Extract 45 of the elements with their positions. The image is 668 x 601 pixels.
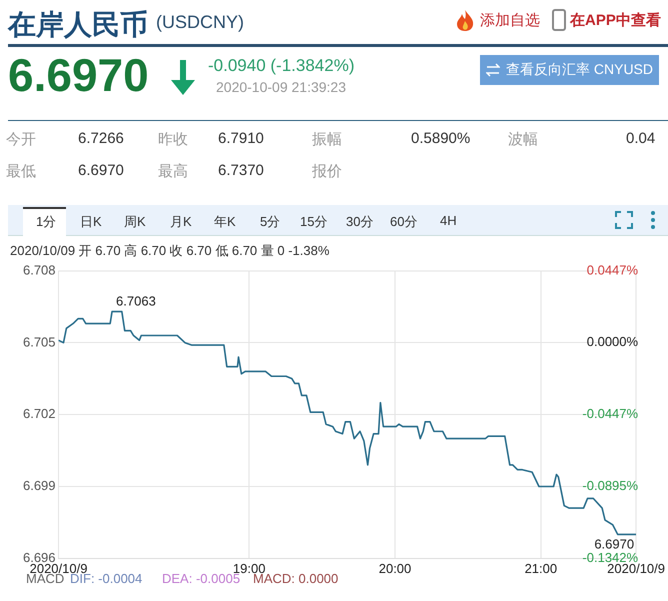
text: 昨收: [158, 130, 188, 149]
text: 振幅: [312, 130, 342, 149]
x-tick-label: 20:00: [378, 560, 412, 576]
text: 添加自选: [480, 11, 540, 30]
annotation: 6.7063: [116, 294, 156, 309]
text: 年K: [214, 213, 236, 231]
y2-tick-label: -0.0447%: [582, 406, 639, 422]
text: 6.7370: [218, 162, 264, 179]
y-tick-label: 6.708: [22, 262, 56, 278]
y-tick-label: 6.705: [22, 334, 56, 350]
text: 0.5890%: [411, 130, 470, 147]
text: 查看反向汇率 CNYUSD: [480, 55, 660, 85]
y2-tick-label: 0.0447%: [586, 262, 639, 278]
text: 6.6970: [8, 48, 149, 102]
text: 2020-10-09 21:39:23: [216, 79, 346, 95]
y-tick-label: 6.699: [22, 478, 56, 494]
text: 月K: [170, 213, 192, 231]
text: 0.04: [626, 130, 656, 147]
text: 6.7910: [218, 130, 264, 147]
chart-title: 在岸人民币: [8, 8, 148, 42]
text: 2020/10/09 开 6.70 高 6.70 收 6.70 低 6.70 量 0 -1.38%: [10, 242, 330, 260]
text: 6.7266: [78, 130, 124, 147]
chart-subtitle: (USDCNY): [156, 12, 244, 33]
annotation: 6.6970: [594, 536, 634, 552]
text: 最高: [158, 162, 188, 181]
text: 周K: [124, 213, 146, 231]
text: 今开: [6, 130, 36, 149]
text: 60分: [390, 213, 418, 231]
x-tick-label: 21:00: [524, 560, 558, 576]
text: 波幅: [508, 130, 538, 149]
text: 最低: [6, 162, 36, 181]
text: 报价: [312, 162, 342, 181]
text: 15分: [300, 213, 328, 231]
y-tick-label: 6.702: [22, 406, 56, 422]
text: 4H: [440, 213, 457, 228]
text: 日K: [80, 213, 102, 231]
y2-tick-label: -0.0895%: [582, 478, 639, 494]
y-tick-label: 6.696: [22, 550, 56, 565]
text: 5分: [260, 213, 280, 231]
y2-tick-label: 0.0000%: [586, 334, 639, 350]
text: -0.0940 (-1.3842%): [208, 56, 354, 76]
text: 在APP中查看: [570, 11, 661, 30]
text: 1分: [36, 213, 56, 231]
text: 6.6970: [78, 162, 124, 179]
text: 30分: [346, 213, 374, 231]
